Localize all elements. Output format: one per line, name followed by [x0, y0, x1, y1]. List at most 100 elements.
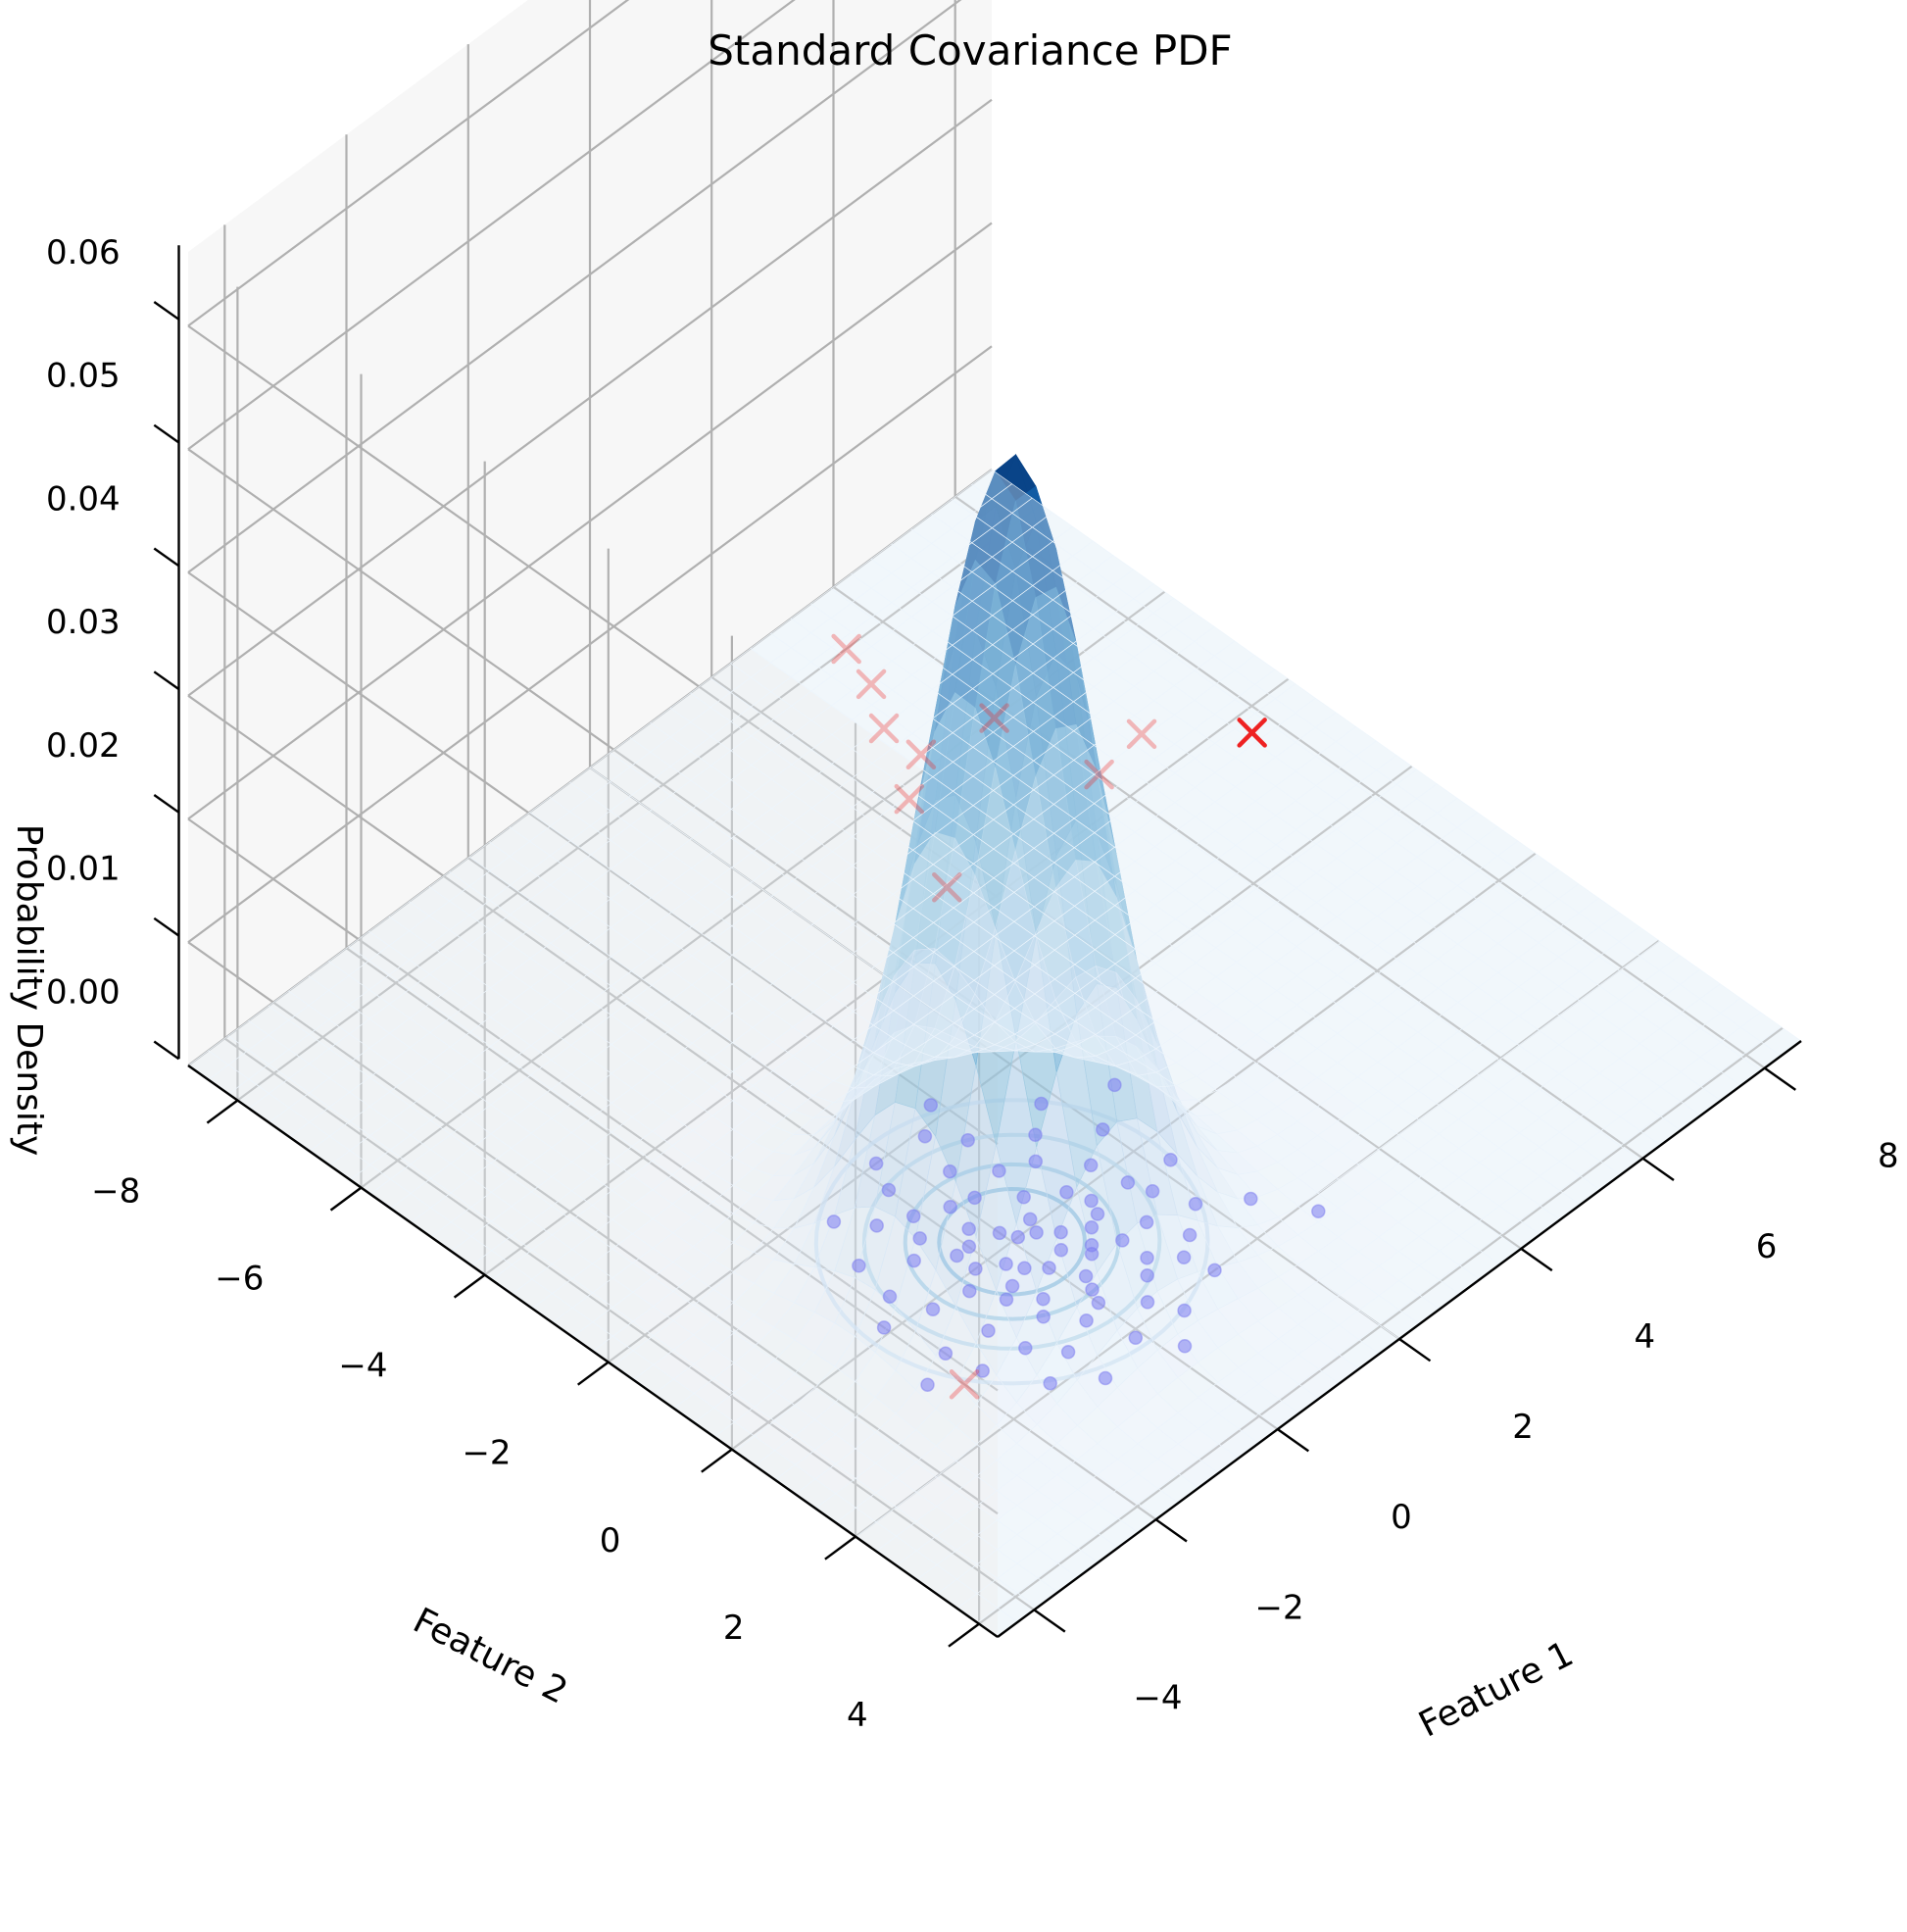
x-tick-label: 0 — [1391, 1498, 1412, 1537]
x-tick — [1154, 1518, 1188, 1543]
z-tick-label: 0.02 — [46, 726, 121, 766]
inlier-point — [1010, 1229, 1026, 1245]
outlier-point — [1237, 718, 1267, 748]
inlier-point — [1083, 1158, 1099, 1173]
inlier-point — [999, 1257, 1013, 1271]
inlier-point — [852, 1259, 866, 1273]
grid-wall-z — [187, 0, 962, 573]
inlier-point — [882, 1289, 898, 1304]
z-tick-label: 0.04 — [46, 479, 121, 519]
y-tick-label: −2 — [462, 1434, 511, 1473]
z-axis-label: Probability Density — [9, 824, 49, 1157]
inlier-point — [923, 1098, 939, 1113]
z-tick-label: 0.05 — [46, 357, 121, 396]
inlier-point — [1140, 1250, 1154, 1265]
y-tick — [948, 1622, 980, 1648]
z-tick — [153, 1040, 180, 1061]
grid-wall-z — [187, 817, 999, 1392]
inlier-point — [1043, 1375, 1057, 1391]
inlier-point — [1115, 1233, 1130, 1248]
chart-title: Standard Covariance PDF — [708, 26, 1232, 74]
inlier-point — [981, 1323, 996, 1338]
inlier-point — [826, 1214, 842, 1229]
inlier-point — [1182, 1227, 1198, 1243]
inlier-point — [1053, 1242, 1069, 1258]
inlier-point — [938, 1346, 954, 1362]
x-tick — [1764, 1066, 1796, 1091]
grid-wall-z — [187, 345, 993, 944]
inlier-point — [876, 1320, 892, 1335]
inlier-point — [1120, 1175, 1136, 1190]
outlier-point — [979, 703, 1009, 733]
y-tick — [701, 1448, 733, 1473]
y-axis-label: Feature 2 — [407, 1601, 573, 1712]
x-tick — [1520, 1247, 1553, 1272]
inlier-point — [1029, 1225, 1044, 1240]
inlier-point — [1163, 1152, 1178, 1167]
inlier-point — [1177, 1339, 1193, 1354]
z-tick — [153, 547, 180, 568]
x-axis-label: Feature 1 — [1413, 1634, 1580, 1746]
inlier-point — [869, 1218, 884, 1233]
inlier-point — [1090, 1207, 1105, 1221]
z-tick-label: 0.00 — [46, 972, 121, 1012]
z-tick — [153, 423, 180, 444]
inlier-point — [1098, 1370, 1113, 1386]
inlier-point — [1177, 1303, 1192, 1318]
grid-wall-z — [187, 448, 999, 1022]
x-tick — [1641, 1157, 1675, 1181]
inlier-point — [968, 1262, 983, 1276]
y-tick-label: 2 — [723, 1609, 745, 1648]
x-tick-label: 4 — [1634, 1317, 1655, 1357]
outlier-point — [894, 783, 925, 815]
z-tick-label: 0.03 — [46, 603, 121, 642]
inlier-point — [1042, 1261, 1056, 1275]
inlier-point — [1036, 1310, 1051, 1324]
outlier-point — [949, 1369, 980, 1400]
grid-floor-y — [855, 939, 1660, 1538]
inlier-point — [1244, 1191, 1258, 1207]
inlier-point — [1091, 1295, 1106, 1311]
z-tick-label: 0.06 — [46, 233, 121, 272]
inlier-point — [1079, 1313, 1094, 1328]
inlier-point — [943, 1200, 957, 1214]
outlier-point — [1084, 759, 1114, 790]
outlier-point — [868, 713, 900, 744]
inlier-point — [1059, 1184, 1074, 1200]
z-tick-label: 0.01 — [46, 850, 121, 889]
y-tick — [329, 1186, 363, 1212]
grid-wall-z — [187, 941, 999, 1515]
x-tick — [1033, 1609, 1066, 1633]
grid-wall-z — [187, 324, 999, 899]
x-tick-label: 6 — [1756, 1227, 1778, 1266]
y-tick — [206, 1099, 239, 1124]
inlier-point — [992, 1164, 1006, 1178]
inlier-points — [826, 1077, 1326, 1392]
inlier-point — [1139, 1214, 1154, 1230]
y-axis-line — [187, 1065, 999, 1638]
inlier-point — [1096, 1122, 1110, 1137]
inlier-point — [992, 1225, 1007, 1241]
inlier-point — [1018, 1341, 1033, 1356]
inlier-point — [1017, 1261, 1032, 1276]
x-tick-label: 8 — [1878, 1137, 1899, 1176]
inlier-point — [1207, 1263, 1222, 1278]
y-tick-label: −4 — [338, 1347, 387, 1386]
outlier-point — [831, 633, 861, 665]
axis-lines — [153, 245, 1802, 1648]
inlier-point — [1078, 1268, 1094, 1284]
grid-wall-z — [187, 0, 630, 327]
inlier-point — [1084, 1219, 1100, 1235]
inlier-point — [1188, 1196, 1203, 1212]
surface-patch — [970, 469, 1013, 500]
inlier-point — [961, 1221, 976, 1236]
inlier-point — [1034, 1096, 1049, 1112]
inlier-point — [1107, 1077, 1122, 1093]
y-tick-label: −6 — [215, 1260, 264, 1299]
outlier-point — [1126, 718, 1157, 750]
inlier-point — [1140, 1268, 1154, 1283]
inlier-point — [960, 1132, 975, 1148]
grid-wall-z — [187, 98, 993, 697]
y-tick-label: 0 — [600, 1521, 621, 1560]
